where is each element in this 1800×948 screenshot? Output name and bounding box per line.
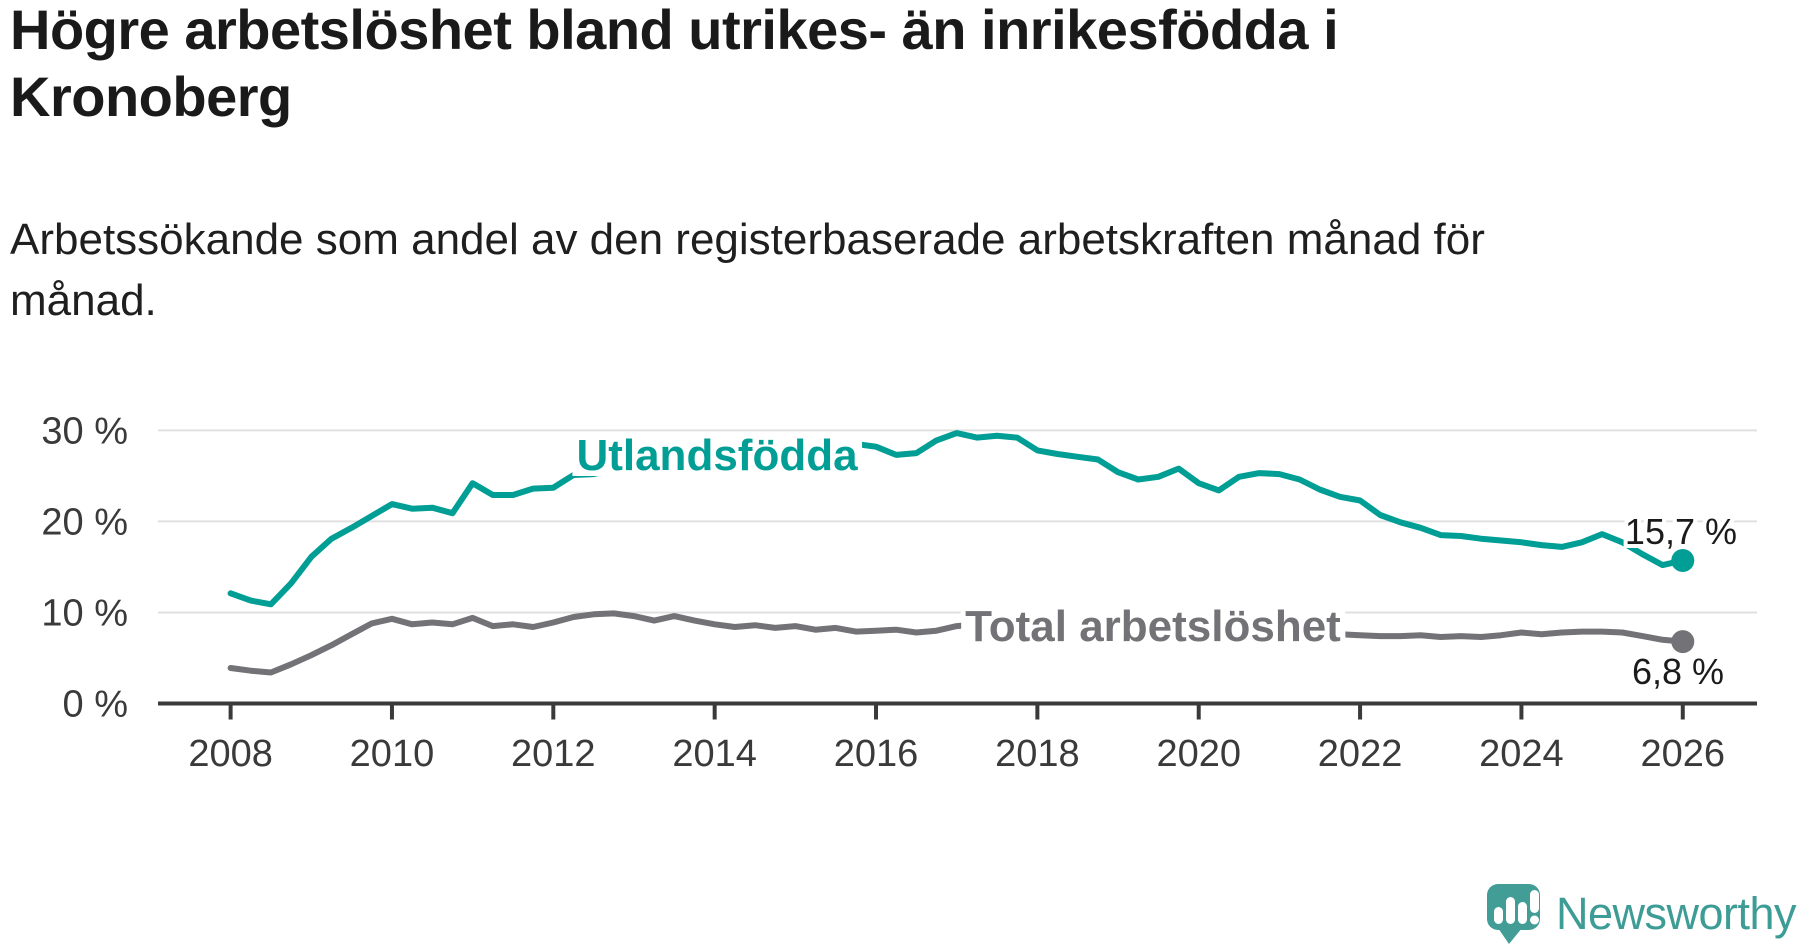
x-tick-label-2012: 2012 — [511, 733, 596, 775]
x-tick-label-2022: 2022 — [1318, 733, 1403, 775]
series-label-backing — [961, 606, 1346, 647]
y-tick-label-10: 10 % — [41, 592, 128, 634]
chart-subtitle: Arbetssökande som andel av den registerb… — [10, 215, 1485, 325]
x-tick-label-2008: 2008 — [188, 733, 273, 775]
x-tick-label-2014: 2014 — [672, 733, 757, 775]
series-end-dot-total — [1671, 630, 1695, 654]
y-tick-label-30: 30 % — [41, 410, 128, 452]
series-line-total — [227, 610, 1686, 676]
x-tick-label-2020: 2020 — [1156, 733, 1241, 775]
series-label-backing — [572, 435, 863, 476]
newsworthy-logo: Newsworthy — [1486, 882, 1797, 946]
x-tick-label-2024: 2024 — [1479, 733, 1564, 775]
page-title: Högre arbetslöshet bland utrikes- än inr… — [10, 0, 1339, 129]
value-label-total: 6,8 % — [1632, 651, 1724, 692]
y-tick-label-0: 0 % — [63, 684, 128, 726]
value-label-utlandsfodda: 15,7 % — [1625, 511, 1737, 552]
series-line-utlandsfodda — [227, 430, 1686, 608]
x-tick-label-2016: 2016 — [834, 733, 919, 775]
series-label-utlandsfodda: Utlandsfödda — [576, 431, 858, 480]
y-tick-label-20: 20 % — [41, 501, 128, 543]
series-end-dot-utlandsfodda — [1671, 549, 1695, 573]
newsworthy-speech-bubble-bar-chart-icon — [1487, 884, 1540, 944]
x-tick-label-2026: 2026 — [1641, 733, 1726, 775]
brand-name: Newsworthy — [1556, 888, 1797, 939]
series-label-total: Total arbetslöshet — [965, 602, 1341, 651]
x-tick-label-2018: 2018 — [995, 733, 1080, 775]
x-tick-label-2010: 2010 — [350, 733, 435, 775]
